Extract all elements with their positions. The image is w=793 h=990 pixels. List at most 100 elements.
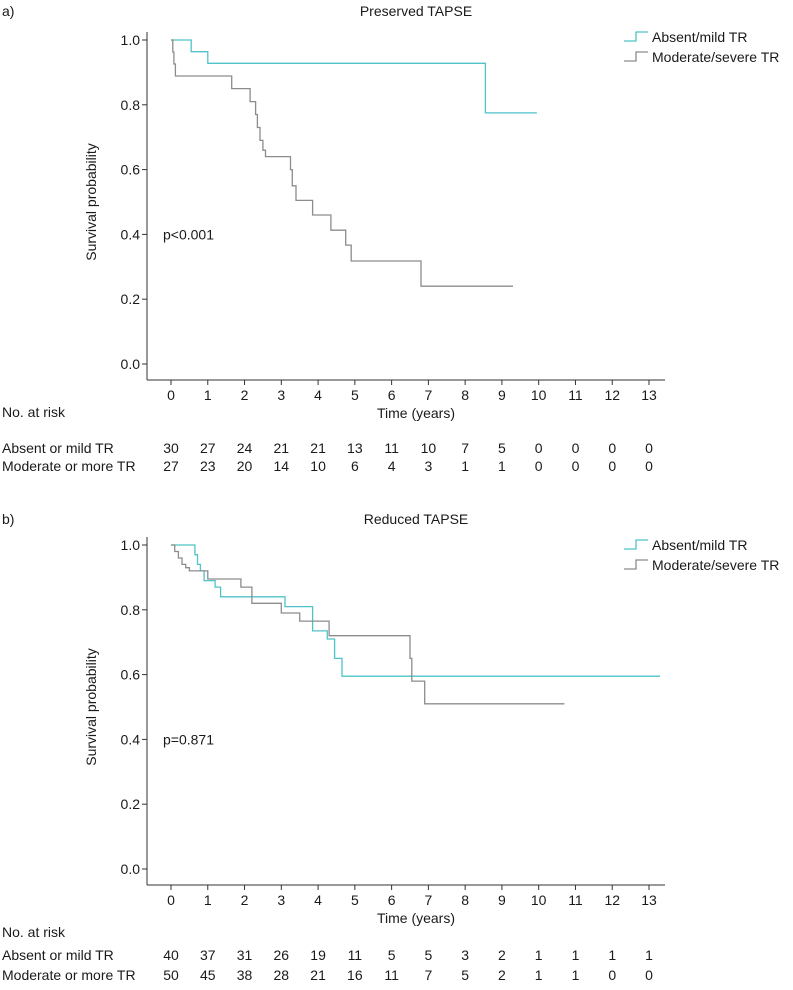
risk-count: 1 <box>498 458 506 474</box>
panel-label: b) <box>2 511 14 527</box>
legend-swatch <box>624 559 648 570</box>
risk-row-label: Absent or mild TR <box>2 947 114 963</box>
y-tick-label: 0.2 <box>121 291 141 307</box>
y-axis-label: Survival probability <box>83 648 99 766</box>
risk-count: 10 <box>421 440 437 456</box>
x-tick-label: 3 <box>277 892 285 908</box>
y-tick-label: 0.4 <box>121 226 141 242</box>
risk-count: 1 <box>461 458 469 474</box>
legend-label: Moderate/severe TR <box>652 557 779 573</box>
x-tick-label: 1 <box>204 387 212 403</box>
x-tick-label: 2 <box>241 892 249 908</box>
x-tick-label: 10 <box>531 387 547 403</box>
legend-label: Absent/mild TR <box>652 537 747 553</box>
x-tick-label: 1 <box>204 892 212 908</box>
p-value-annotation: p<0.001 <box>163 226 214 242</box>
risk-count: 0 <box>572 440 580 456</box>
y-tick-label: 0.4 <box>121 731 141 747</box>
risk-count: 31 <box>237 947 253 963</box>
x-tick-label: 11 <box>568 387 583 403</box>
risk-count: 21 <box>310 967 326 983</box>
x-tick-label: 5 <box>351 892 359 908</box>
risk-count: 23 <box>200 458 216 474</box>
risk-count: 37 <box>200 947 216 963</box>
x-tick-label: 8 <box>461 892 469 908</box>
risk-count: 1 <box>572 947 580 963</box>
y-tick-label: 0.2 <box>121 796 141 812</box>
risk-count: 2 <box>498 967 506 983</box>
risk-count: 45 <box>200 967 216 983</box>
risk-count: 20 <box>237 458 253 474</box>
y-tick-label: 0.8 <box>121 97 141 113</box>
x-tick-label: 9 <box>498 892 506 908</box>
y-tick-label: 0.6 <box>121 162 141 178</box>
x-tick-label: 11 <box>568 892 583 908</box>
legend-swatch <box>624 51 648 62</box>
risk-count: 0 <box>572 458 580 474</box>
chart-title: Reduced TAPSE <box>364 511 469 527</box>
x-tick-label: 6 <box>388 387 396 403</box>
x-tick-label: 5 <box>351 387 359 403</box>
legend-swatch <box>624 539 648 550</box>
risk-count: 1 <box>535 967 543 983</box>
x-tick-label: 0 <box>167 387 175 403</box>
risk-count: 0 <box>608 440 616 456</box>
legend-label: Moderate/severe TR <box>652 49 779 65</box>
x-tick-label: 10 <box>531 892 547 908</box>
risk-count: 0 <box>645 967 653 983</box>
risk-count: 14 <box>274 458 290 474</box>
x-tick-label: 7 <box>424 387 432 403</box>
risk-count: 0 <box>535 440 543 456</box>
x-axis-label: Time (years) <box>377 405 455 421</box>
risk-count: 2 <box>498 947 506 963</box>
y-tick-label: 0.6 <box>121 667 141 683</box>
survival-curve-absent-mild-tr <box>171 544 660 677</box>
risk-count: 28 <box>274 967 290 983</box>
risk-count: 50 <box>163 967 179 983</box>
risk-count: 3 <box>424 458 432 474</box>
risk-count: 1 <box>645 947 653 963</box>
x-tick-label: 4 <box>314 387 322 403</box>
risk-count: 21 <box>310 440 326 456</box>
risk-count: 11 <box>348 947 363 963</box>
risk-count: 38 <box>237 967 253 983</box>
risk-table-heading: No. at risk <box>2 404 66 420</box>
risk-count: 7 <box>461 440 469 456</box>
risk-count: 1 <box>535 947 543 963</box>
risk-count: 13 <box>347 440 363 456</box>
x-tick-label: 8 <box>461 387 469 403</box>
x-tick-label: 7 <box>424 892 432 908</box>
y-tick-label: 1.0 <box>121 537 141 553</box>
risk-count: 27 <box>163 458 179 474</box>
survival-curve-absent-mild-tr <box>171 39 537 114</box>
x-tick-label: 6 <box>388 892 396 908</box>
risk-row-label: Absent or mild TR <box>2 440 114 456</box>
risk-count: 5 <box>461 967 469 983</box>
risk-count: 10 <box>310 458 326 474</box>
risk-row-label: Moderate or more TR <box>2 458 136 474</box>
risk-count: 11 <box>384 967 399 983</box>
risk-count: 0 <box>645 458 653 474</box>
x-tick-label: 0 <box>167 892 175 908</box>
risk-count: 1 <box>572 967 580 983</box>
x-tick-label: 9 <box>498 387 506 403</box>
y-tick-label: 0.0 <box>121 356 141 372</box>
risk-count: 0 <box>608 967 616 983</box>
risk-table-heading: No. at risk <box>2 924 66 940</box>
risk-count: 5 <box>388 947 396 963</box>
risk-count: 7 <box>424 967 432 983</box>
risk-count: 3 <box>461 947 469 963</box>
risk-count: 1 <box>608 947 616 963</box>
y-tick-label: 0.0 <box>121 861 141 877</box>
legend-label: Absent/mild TR <box>652 29 747 45</box>
x-tick-label: 13 <box>641 892 657 908</box>
x-axis-label: Time (years) <box>377 910 455 926</box>
legend-swatch <box>624 31 648 42</box>
x-tick-label: 4 <box>314 892 322 908</box>
risk-count: 6 <box>351 458 359 474</box>
p-value-annotation: p=0.871 <box>163 731 214 747</box>
x-tick-label: 13 <box>641 387 657 403</box>
